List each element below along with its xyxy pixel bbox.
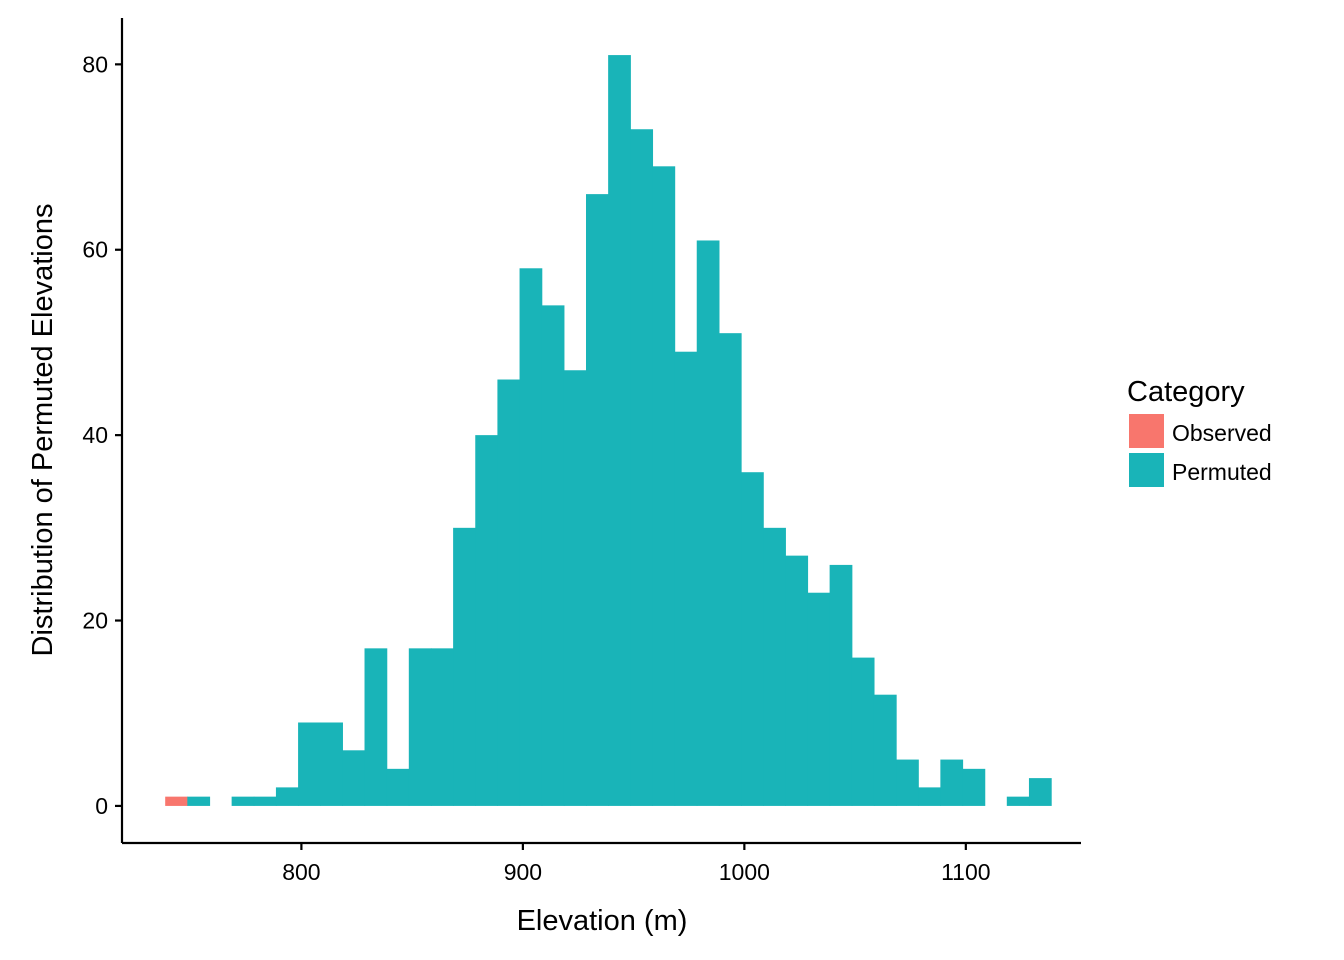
y-tick-label: 40 — [82, 422, 108, 448]
legend-key-observed — [1129, 414, 1164, 448]
legend-key-permuted — [1129, 453, 1164, 487]
x-tick-label: 800 — [282, 859, 320, 885]
bar-permuted-31 — [896, 759, 919, 806]
bar-permuted-4 — [298, 722, 321, 806]
bar-permuted-24 — [741, 472, 764, 806]
bar-permuted-10 — [430, 648, 454, 806]
bar-permuted-2 — [253, 796, 277, 806]
bar-permuted-22 — [696, 240, 720, 806]
bar-observed-0 — [165, 796, 188, 806]
bars-layer — [165, 55, 1052, 806]
bar-permuted-6 — [342, 750, 366, 806]
bar-permuted-26 — [785, 555, 809, 806]
x-ticks: 800 900 1000 1100 — [282, 843, 991, 885]
legend: Category Observed Permuted — [1127, 376, 1272, 487]
bar-permuted-14 — [519, 268, 543, 806]
y-tick-label: 80 — [82, 51, 108, 77]
bar-permuted-21 — [674, 351, 698, 806]
bar-permuted-33 — [940, 759, 964, 806]
bar-permuted-13 — [497, 379, 521, 806]
y-ticks: 0 20 40 60 80 — [82, 51, 122, 819]
y-tick-label: 0 — [95, 793, 108, 819]
bar-permuted-23 — [718, 333, 742, 806]
bar-permuted-12 — [475, 435, 499, 806]
y-tick-label: 20 — [82, 608, 108, 634]
legend-label-observed: Observed — [1172, 420, 1272, 446]
bar-permuted-32 — [918, 787, 941, 806]
bar-permuted-11 — [453, 527, 476, 806]
bar-permuted-19 — [630, 129, 654, 806]
bar-permuted-34 — [962, 768, 986, 806]
bar-permuted-0 — [187, 796, 211, 806]
legend-items: Observed Permuted — [1129, 414, 1272, 487]
bar-permuted-15 — [541, 305, 565, 806]
legend-title: Category — [1127, 376, 1245, 408]
y-tick-label: 60 — [82, 237, 108, 263]
bar-permuted-36 — [1028, 778, 1052, 806]
bar-permuted-7 — [364, 648, 388, 806]
bar-permuted-17 — [586, 194, 609, 806]
axes-layer: 0 20 40 60 80 800 900 1000 1100 — [82, 18, 1081, 885]
bar-permuted-1 — [231, 796, 255, 806]
bar-permuted-3 — [275, 787, 299, 806]
bar-permuted-9 — [408, 648, 432, 806]
bar-permuted-25 — [763, 527, 786, 806]
bar-permuted-29 — [851, 657, 875, 806]
bar-permuted-18 — [608, 55, 631, 806]
bar-permuted-35 — [1006, 796, 1030, 806]
bar-permuted-28 — [829, 564, 853, 806]
bar-permuted-16 — [563, 370, 587, 806]
bar-permuted-5 — [320, 722, 343, 806]
bar-permuted-30 — [873, 694, 897, 806]
bar-permuted-27 — [807, 592, 831, 806]
x-tick-label: 900 — [504, 859, 542, 885]
legend-label-permuted: Permuted — [1172, 459, 1272, 485]
x-tick-label: 1000 — [719, 859, 770, 885]
bar-permuted-20 — [652, 166, 676, 806]
x-tick-label: 1100 — [941, 859, 990, 885]
x-axis-title: Elevation (m) — [517, 905, 688, 937]
y-axis-title: Distribution of Permuted Elevations — [27, 204, 59, 657]
bar-permuted-8 — [386, 768, 410, 806]
